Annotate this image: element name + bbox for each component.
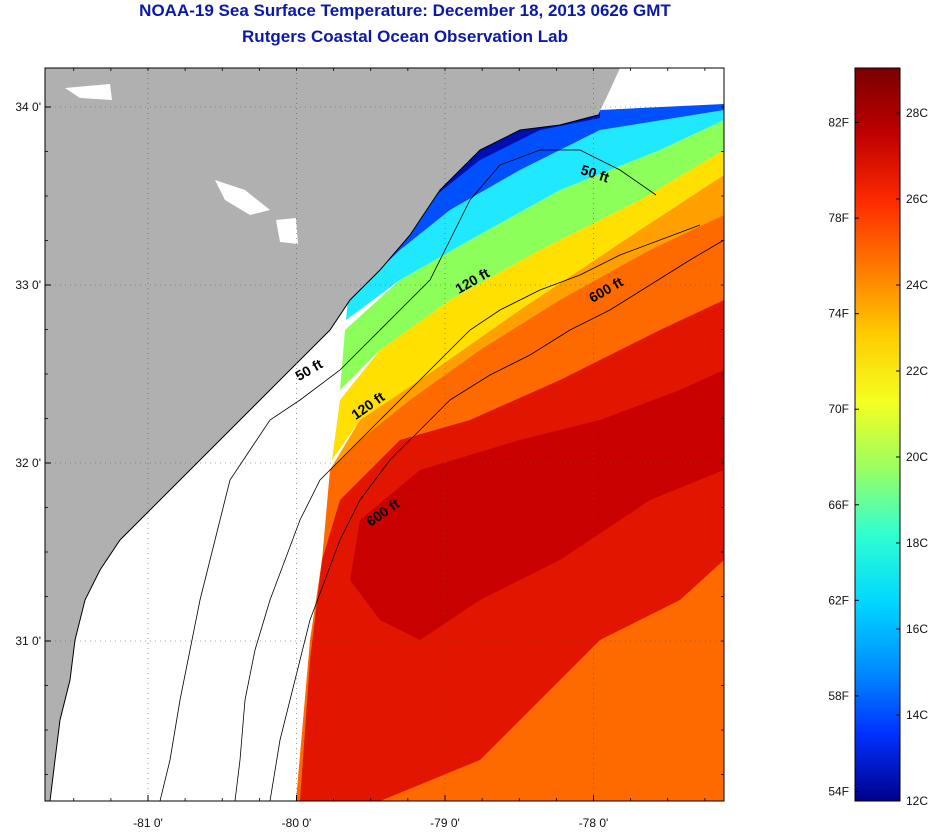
land-northeast bbox=[630, 68, 724, 104]
colorbar-fahrenheit-labels: 82F 78F 74F 70F 66F 62F 58F 54F bbox=[828, 116, 859, 798]
coastline bbox=[49, 114, 599, 801]
cb-fahrenheit-label: 58F bbox=[828, 689, 849, 703]
cb-fahrenheit-label: 74F bbox=[828, 307, 849, 321]
contour-50ft bbox=[159, 149, 657, 801]
cb-celsius-label: 26C bbox=[906, 192, 928, 206]
lat-tick-label: 34 0' bbox=[15, 100, 41, 114]
gridlines bbox=[45, 68, 724, 801]
latitude-axis: 34 0' 33 0' 32 0' 31 0' bbox=[15, 100, 724, 775]
lake-1 bbox=[65, 84, 112, 100]
title-line-1: NOAA-19 Sea Surface Temperature: Decembe… bbox=[139, 1, 671, 20]
lon-tick-label: -79 0' bbox=[430, 816, 460, 830]
lon-tick-label: -81 0' bbox=[133, 816, 163, 830]
land-region bbox=[45, 68, 620, 801]
title-line-2: Rutgers Coastal Ocean Observation Lab bbox=[242, 27, 568, 46]
longitude-axis: -81 0' -80 0' -79 0' -78 0' bbox=[73, 68, 706, 830]
map-frame bbox=[44, 67, 725, 802]
sst-region-green bbox=[340, 120, 724, 390]
contour-120ft bbox=[234, 224, 701, 801]
lon-tick-label: -80 0' bbox=[282, 816, 312, 830]
lat-tick-label: 32 0' bbox=[15, 456, 41, 470]
colorbar: 82F 78F 74F 70F 66F 62F 58F 54F 28C 26C 24C 22C 20C… bbox=[828, 67, 928, 808]
cb-fahrenheit-label: 82F bbox=[828, 116, 849, 130]
cb-fahrenheit-label: 62F bbox=[828, 593, 849, 607]
sst-region-cyan bbox=[346, 108, 724, 320]
cb-celsius-label: 20C bbox=[906, 450, 928, 464]
lat-tick-label: 33 0' bbox=[15, 278, 41, 292]
map-area bbox=[45, 68, 724, 801]
cb-celsius-label: 14C bbox=[906, 708, 928, 722]
colorbar-celsius-labels: 28C 26C 24C 22C 20C 18C 16C 14C 12C bbox=[896, 106, 928, 808]
lake-3 bbox=[276, 218, 298, 244]
sst-region-yellow bbox=[332, 150, 724, 460]
cb-fahrenheit-label: 70F bbox=[828, 402, 849, 416]
sst-region-transition bbox=[330, 175, 724, 470]
contour-600ft bbox=[269, 239, 724, 801]
cb-celsius-label: 16C bbox=[906, 622, 928, 636]
cb-celsius-label: 24C bbox=[906, 278, 928, 292]
cb-fahrenheit-label: 66F bbox=[828, 498, 849, 512]
cb-celsius-label: 12C bbox=[906, 794, 928, 808]
colorbar-scale bbox=[854, 67, 901, 802]
cb-celsius-label: 18C bbox=[906, 536, 928, 550]
lon-tick-label: -78 0' bbox=[579, 816, 609, 830]
sst-region-gulfstream-core bbox=[350, 370, 724, 640]
cb-celsius-label: 22C bbox=[906, 364, 928, 378]
cb-celsius-label: 28C bbox=[906, 106, 928, 120]
lat-tick-label: 31 0' bbox=[15, 634, 41, 648]
cb-fahrenheit-label: 54F bbox=[828, 784, 849, 798]
lake-2 bbox=[215, 180, 270, 215]
cb-fahrenheit-label: 78F bbox=[828, 211, 849, 225]
